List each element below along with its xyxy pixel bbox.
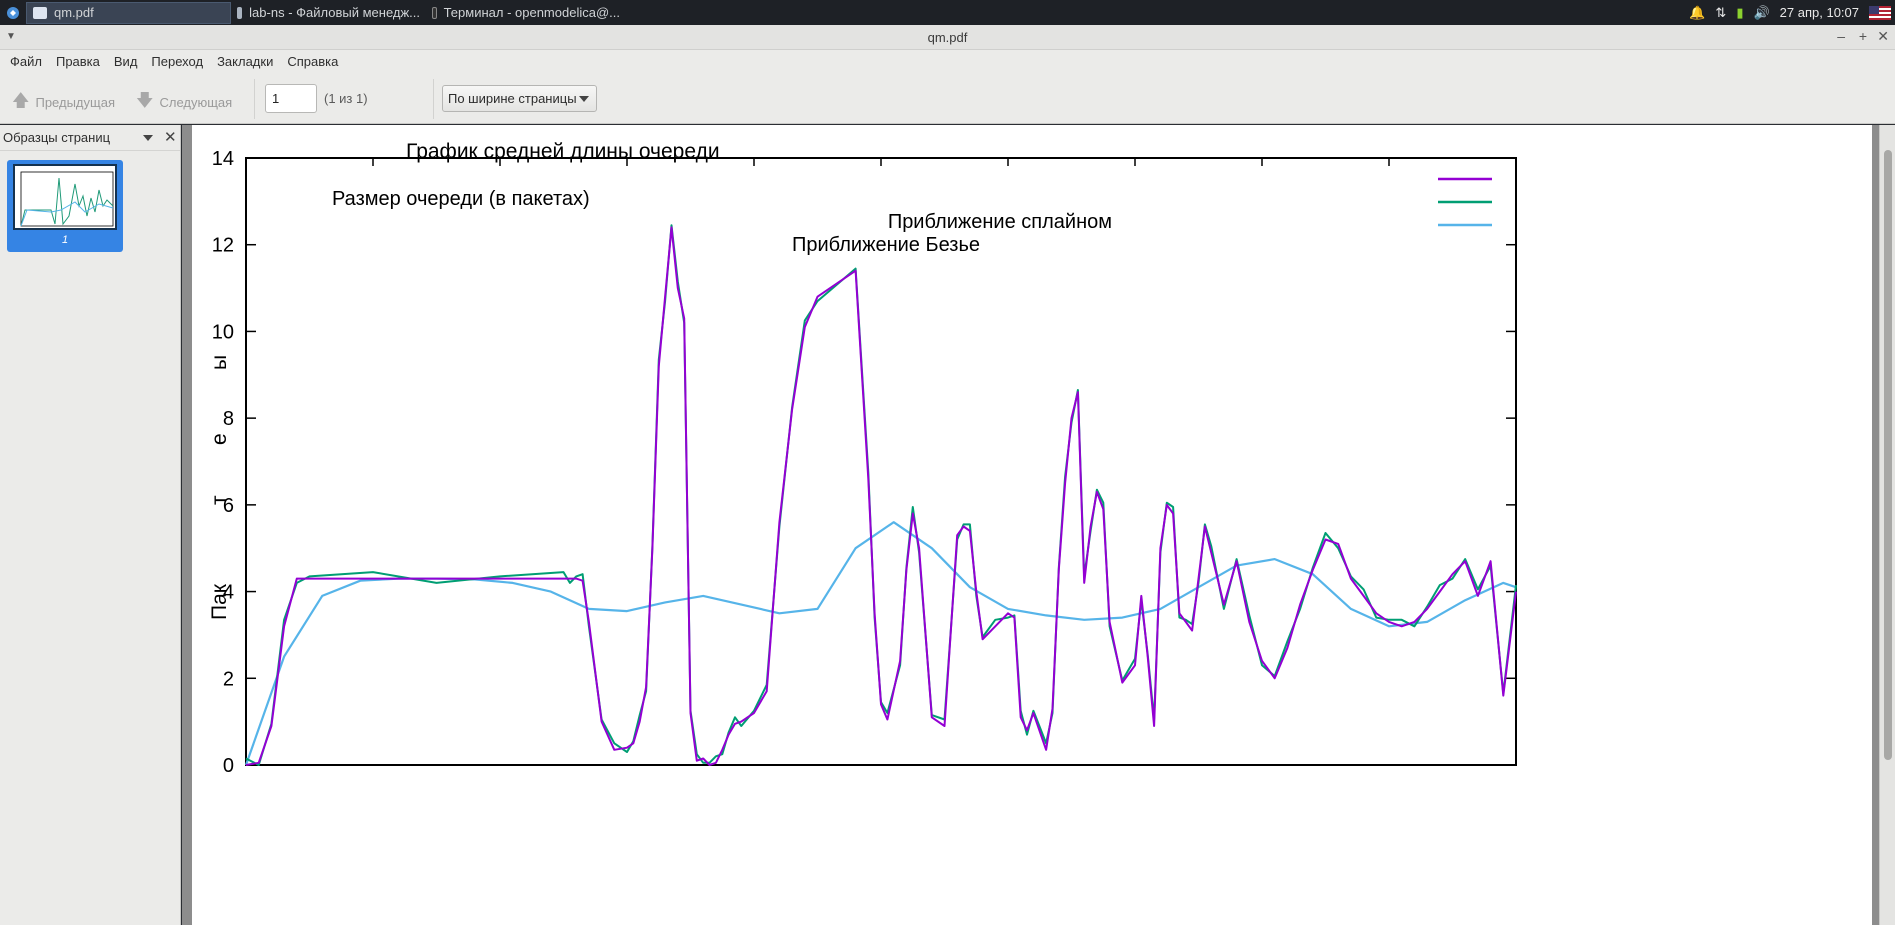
app-menu-icon: [7, 6, 19, 19]
window-menu-icon[interactable]: ▼: [6, 31, 16, 42]
y-tick-label: 2: [223, 668, 234, 690]
legend-label: Приближение сплайном: [888, 211, 1112, 233]
y-axis-label: Пак т е ы: [208, 355, 231, 620]
task-label: lab-ns - Файловый менедж...: [249, 5, 420, 20]
vertical-scrollbar[interactable]: [1879, 125, 1895, 925]
menu-help[interactable]: Справка: [287, 54, 339, 69]
page-thumbnail[interactable]: 1: [7, 160, 123, 252]
task-file-manager[interactable]: lab-ns - Файловый менедж...: [231, 2, 426, 24]
menubar: Файл Правка Вид Переход Закладки Справка: [0, 50, 1895, 73]
sidebar-title: Образцы страниц: [3, 130, 111, 145]
pdf-viewer-icon: [33, 6, 47, 19]
axis-ticks: 0 2 4 6 8 10 12 14: [212, 148, 1516, 777]
legend-label: Размер очереди (в пакетах): [332, 188, 590, 210]
y-tick-label: 8: [223, 408, 234, 430]
y-tick-label: 0: [223, 755, 234, 777]
y-tick-label: 4: [223, 582, 234, 604]
y-tick-label: 14: [212, 148, 234, 170]
next-page-button[interactable]: 🡇 Следующая: [136, 88, 232, 117]
legend-label: Приближение Безье: [792, 234, 980, 256]
series-group: [244, 224, 1517, 766]
queue-length-chart: График средней длины очереди Пак т е ы 0 2 4 6…: [208, 140, 1517, 777]
chart-title: График средней длины очереди: [406, 140, 720, 163]
folder-icon: [237, 6, 243, 19]
taskbar: qm.pdf lab-ns - Файловый менедж... Терми…: [0, 0, 1895, 25]
y-axis-label-fragment: т: [208, 495, 231, 505]
volume-icon[interactable]: 🔊: [1753, 4, 1770, 20]
menu-go[interactable]: Переход: [151, 54, 204, 69]
legend: Размер очереди (в пакетах) Приближение сп…: [332, 177, 1492, 256]
document-area[interactable]: График средней длины очереди Пак т е ы 0 2 4 6…: [182, 125, 1895, 925]
arrow-up-icon: 🡅: [12, 91, 30, 110]
menu-bookmarks[interactable]: Закладки: [217, 54, 274, 69]
sidebar-mode-dropdown-icon[interactable]: [143, 135, 153, 141]
task-terminal[interactable]: Терминал - openmodelica@...: [426, 2, 626, 24]
window-titlebar: ▼ qm.pdf – + ✕: [0, 25, 1895, 50]
toolbar-separator: [254, 79, 255, 119]
system-tray: 🔔 ⇅ ▮ 🔊 27 апр, 10:07: [1689, 0, 1895, 25]
terminal-icon: [432, 6, 437, 19]
task-label: qm.pdf: [54, 5, 94, 20]
bezier-series-line: [244, 521, 1517, 766]
network-icon[interactable]: ⇅: [1715, 4, 1727, 20]
toolbar: 🡅 Предыдущая 🡇 Следующая (1 из 1) По шир…: [0, 73, 1895, 124]
close-icon[interactable]: ✕: [1877, 28, 1889, 44]
window-title: qm.pdf: [927, 30, 968, 45]
previous-page-button[interactable]: 🡅 Предыдущая: [12, 88, 115, 117]
maximize-icon[interactable]: +: [1858, 28, 1867, 44]
arrow-down-icon: 🡇: [136, 91, 154, 110]
menu-view[interactable]: Вид: [113, 54, 138, 69]
toolbar-separator: [433, 79, 434, 119]
sidebar-header: Образцы страниц ✕: [0, 125, 180, 151]
sidebar: Образцы страниц ✕ 1: [0, 125, 181, 925]
bell-icon[interactable]: 🔔: [1689, 4, 1706, 20]
menu-edit[interactable]: Правка: [55, 54, 100, 69]
y-axis-label-fragment: е: [208, 433, 231, 445]
y-tick-label: 12: [212, 235, 234, 257]
spline-series-line: [245, 224, 1517, 766]
battery-icon[interactable]: ▮: [1736, 4, 1744, 20]
page-number-input[interactable]: [265, 84, 317, 113]
zoom-select-value: По ширине страницы: [448, 91, 577, 106]
y-tick-label: 10: [212, 321, 234, 343]
y-axis-label-fragment: ы: [208, 355, 231, 370]
pdf-page: График средней длины очереди Пак т е ы 0 2 4 6…: [192, 125, 1872, 925]
next-page-label: Следующая: [159, 95, 233, 110]
queue-size-series-line: [245, 226, 1517, 766]
previous-page-label: Предыдущая: [35, 95, 115, 110]
zoom-select[interactable]: По ширине страницы: [442, 85, 597, 112]
page-thumbnail-image: [13, 164, 117, 230]
chevron-down-icon: [579, 96, 589, 102]
task-qm-pdf[interactable]: qm.pdf: [26, 1, 231, 24]
app-menu-button[interactable]: [0, 0, 26, 25]
thumbnail-chart-icon: [20, 171, 114, 227]
y-tick-label: 6: [223, 495, 234, 517]
keyboard-layout-flag-icon[interactable]: [1869, 5, 1891, 20]
clock[interactable]: 27 апр, 10:07: [1779, 5, 1859, 20]
page-thumbnail-label: 1: [61, 234, 69, 246]
minimize-icon[interactable]: –: [1837, 28, 1845, 44]
menu-file[interactable]: Файл: [10, 54, 42, 69]
scrollbar-thumb[interactable]: [1884, 150, 1892, 760]
sidebar-close-icon[interactable]: ✕: [164, 129, 177, 146]
y-axis-label-fragment: Пак: [208, 583, 231, 620]
page-count-label: (1 из 1): [324, 91, 368, 106]
task-label: Терминал - openmodelica@...: [443, 5, 620, 20]
